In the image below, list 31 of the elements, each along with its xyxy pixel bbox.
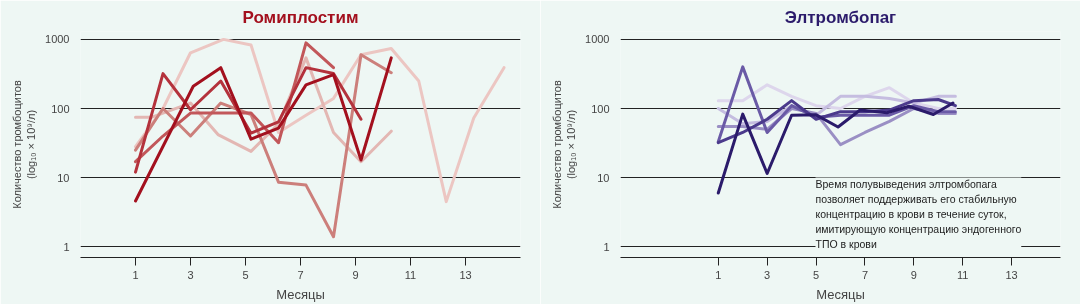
x-tick-label: 13 <box>459 268 472 281</box>
x-axis-title: Месяцы <box>816 286 865 302</box>
y-tick-label: 1 <box>603 240 610 253</box>
x-tick-label: 7 <box>861 268 869 281</box>
y-tick-label: 10 <box>597 171 610 184</box>
annotation: Время полувыведения элтромбопага позволяет поддерживать его стабильную концентрацию в крови в течение суток, имитирующую концентрацию эндогенного ТПО в крови <box>815 177 1022 250</box>
x-tick-label: 5 <box>242 268 249 281</box>
x-tick-label: 9 <box>910 268 917 281</box>
x-tick-label: 11 <box>957 268 969 281</box>
x-tick-label: 11 <box>404 268 417 281</box>
x-tick-label: 3 <box>764 268 771 281</box>
x-axis-title: Месяцы <box>276 286 325 302</box>
line-series <box>134 56 393 203</box>
x-tick-label: 13 <box>1005 268 1018 281</box>
x-tick-label: 9 <box>352 268 359 281</box>
chart-title: Элтромбопаг <box>784 7 897 27</box>
x-tick-label: 1 <box>715 268 722 281</box>
y-axis-title: Количество тромбоцитов (log₁₀ × 10⁹/л) <box>10 80 38 209</box>
y-tick-label: 1 <box>63 240 70 253</box>
x-tick-label: 3 <box>187 268 194 281</box>
chart-title: Ромиплостим <box>242 7 359 27</box>
y-axis-title: Количество тромбоцитов (log₁₀ × 10⁹/л) <box>550 80 578 209</box>
y-tick-label: 100 <box>51 102 70 115</box>
line-series <box>134 66 363 174</box>
y-tick-label: 1000 <box>585 33 610 46</box>
y-tick-label: 1000 <box>45 33 70 46</box>
x-tick-label: 1 <box>132 268 139 281</box>
y-tick-label: 100 <box>591 102 610 115</box>
x-tick-label: 5 <box>813 268 820 281</box>
x-tick-label: 7 <box>297 268 304 281</box>
y-tick-label: 10 <box>57 171 70 184</box>
